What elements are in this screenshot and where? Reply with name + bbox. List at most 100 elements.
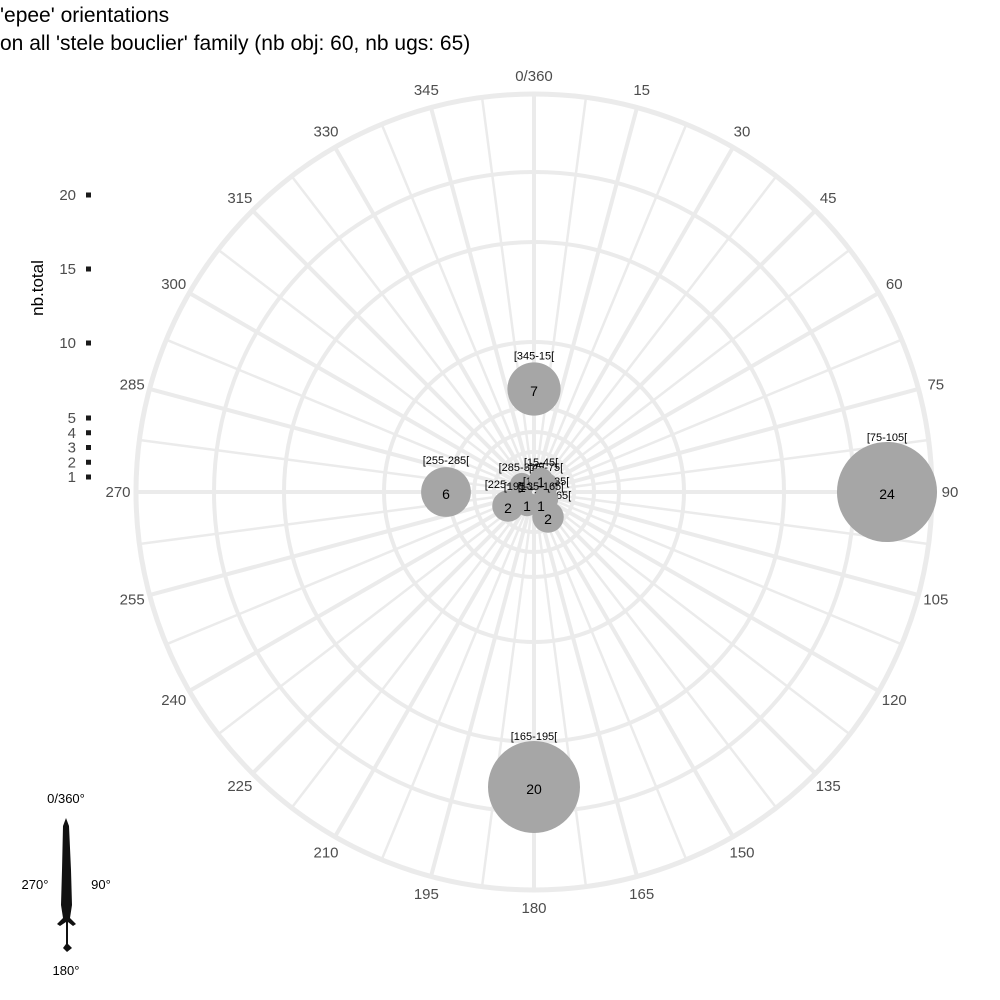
grid-spoke: [149, 387, 535, 494]
grid-spoke: [533, 491, 851, 736]
grid-spoke: [480, 97, 536, 493]
chart-title: 'epee' orientations on all 'stele boucli…: [0, 2, 470, 58]
size-tick-mark: [86, 445, 91, 450]
angle-tick-label: 150: [729, 844, 754, 861]
grid-spoke: [532, 491, 688, 861]
grid-spoke: [533, 491, 778, 809]
size-tick-mark: [86, 430, 91, 436]
data-point: [135-165[1: [518, 481, 564, 517]
angle-tick-label: 15: [633, 82, 650, 99]
data-point: [15-45[ 1: [524, 457, 558, 492]
grid-spoke: [188, 490, 535, 693]
size-tick-label: 4: [68, 425, 76, 442]
angle-tick-label: 315: [227, 190, 252, 207]
bin-label: [75-105[: [867, 432, 907, 444]
angle-tick-label: 255: [120, 592, 145, 609]
angle-tick-label: 285: [120, 376, 145, 393]
angle-tick-label: 75: [927, 376, 944, 393]
angle-tick-label: 345: [414, 82, 439, 99]
grid-spoke: [532, 123, 688, 493]
grid-spoke: [532, 491, 639, 877]
bin-label: [255-285[: [423, 455, 469, 467]
grid-spoke: [532, 490, 817, 775]
grid-spoke: [217, 248, 535, 493]
grid-spoke: [532, 209, 817, 494]
angle-tick-label: 300: [161, 276, 186, 293]
angle-tick-label: 120: [882, 692, 907, 709]
grid-spoke: [532, 107, 639, 493]
grid-spoke: [532, 291, 880, 494]
grid-spoke: [149, 490, 535, 597]
size-tick-label: 5: [68, 410, 76, 427]
count-label: 1: [518, 479, 526, 495]
data-points: [345-15[ 7 [75-105[ 24 [165-195[ 20 [255-285[ 6…: [421, 350, 938, 833]
grid-spoke: [532, 146, 735, 493]
point-marker: [509, 472, 534, 498]
angle-tick-label: 210: [313, 844, 338, 861]
bin-label: [15-45[: [524, 457, 558, 469]
count-label: 2: [544, 511, 552, 527]
grid-spoke: [251, 209, 536, 494]
point-marker: [528, 467, 554, 492]
grid-spoke: [532, 490, 880, 693]
angle-tick-labels: 0/36015304560759010512013515016518019521…: [105, 68, 958, 917]
grid-spoke: [251, 490, 536, 775]
grid-spoke: [533, 175, 778, 493]
count-label: 7: [530, 383, 538, 399]
angle-tick-label: 240: [161, 692, 186, 709]
angle-tick-label: 180: [521, 900, 546, 917]
angle-tick-label: 330: [313, 124, 338, 141]
bin-label: [345-15[: [514, 350, 554, 362]
count-label: 1: [537, 498, 545, 514]
grid-spoke: [333, 146, 536, 493]
grid-spoke: [380, 491, 536, 861]
angle-tick-label: 165: [629, 886, 654, 903]
size-tick-label: 2: [68, 454, 76, 471]
point-marker: [488, 741, 580, 833]
angle-tick-label: 0/360: [515, 68, 553, 85]
angle-tick-label: 270: [105, 484, 130, 501]
inset-bottom-label: 180°: [53, 963, 80, 978]
bin-label: [135-165[: [518, 481, 564, 493]
point-marker: [421, 467, 471, 517]
grid-spoke: [165, 490, 535, 646]
size-tick-label: 10: [59, 335, 76, 352]
bin-label: [165-195[: [511, 731, 557, 743]
point-marker: [492, 490, 524, 522]
point-marker: [528, 492, 554, 517]
grid-spoke: [532, 491, 588, 887]
angle-tick-label: 135: [816, 778, 841, 795]
angle-tick-label: 60: [886, 276, 903, 293]
size-tick-label: 20: [59, 187, 76, 204]
angle-tick-label: 225: [227, 778, 252, 795]
subtitle-line: on all 'stele bouclier' family (nb obj: …: [0, 32, 471, 55]
angle-tick-label: 90: [942, 484, 959, 501]
angle-tick-label: 30: [734, 124, 751, 141]
data-point: [165-195[ 20: [488, 731, 580, 833]
grid-spoke: [333, 490, 536, 838]
count-label: 20: [526, 781, 542, 797]
size-tick-mark: [86, 474, 91, 480]
count-label: 6: [442, 486, 450, 502]
size-tick-label: 1: [68, 469, 76, 486]
grid-spoke: [533, 490, 903, 646]
count-label: 1: [537, 474, 545, 490]
title-line: 'epee' orientations: [0, 4, 170, 27]
size-tick-mark: [86, 415, 91, 421]
angle-tick-label: 45: [820, 190, 837, 207]
angle-tick-label: 105: [923, 592, 948, 609]
data-point: [255-285[ 6: [421, 455, 471, 517]
grid-spoke: [290, 491, 535, 809]
size-tick-label: 15: [59, 261, 76, 278]
inset-top-label: 0/360°: [47, 791, 85, 806]
size-tick-mark: [86, 340, 91, 346]
inset-right-label: 90°: [91, 877, 111, 892]
size-tick-mark: [86, 459, 91, 465]
grid-spoke: [380, 123, 536, 493]
grid-spoke: [429, 107, 536, 493]
size-tick-mark: [86, 192, 91, 198]
point-marker: [836, 441, 938, 543]
count-label: 24: [879, 486, 895, 502]
